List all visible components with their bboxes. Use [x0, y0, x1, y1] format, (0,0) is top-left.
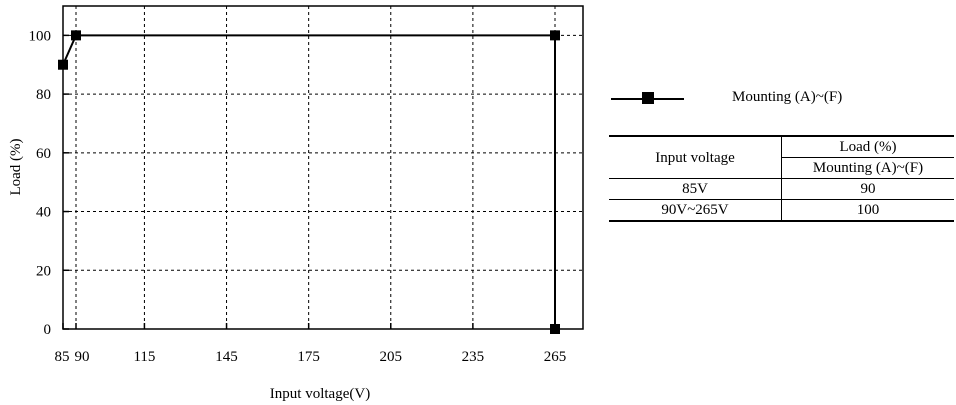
load-chart: 85 90 115 145 175 205 235 265 0 20 40 60 80 100 Inpu… — [8, 5, 584, 402]
table-row: 85V 90 — [609, 178, 954, 200]
x-axis-label: Input voltage(V) — [270, 386, 370, 402]
y-tick-label: 0 — [44, 322, 52, 338]
data-point — [71, 30, 81, 41]
series-line — [62, 34, 556, 329]
y-tick-label: 60 — [36, 146, 51, 162]
table-header-mounting: Mounting (A)~(F) — [781, 157, 954, 179]
x-tick-label: 205 — [380, 349, 403, 365]
y-tick-label: 100 — [29, 28, 52, 44]
x-tick-labels: 85 90 115 145 175 205 235 265 — [55, 349, 567, 365]
chart-legend: Mounting (A)~(F) — [608, 86, 908, 112]
x-tick-label: 85 — [55, 349, 70, 365]
data-point — [550, 30, 560, 41]
x-tick-label: 175 — [297, 349, 320, 365]
x-tick-label: 90 — [75, 349, 90, 365]
x-tick-label: 235 — [462, 349, 485, 365]
y-tick-label: 20 — [36, 263, 51, 279]
y-tick-label: 40 — [36, 205, 51, 221]
y-axis-label: Load (%) — [8, 138, 24, 195]
table-header-input-voltage: Input voltage — [609, 135, 782, 179]
table-cell-load: 90 — [781, 178, 954, 200]
table-cell-voltage: 85V — [609, 178, 782, 200]
table-header-load: Load (%) — [781, 135, 954, 158]
legend-label: Mounting (A)~(F) — [732, 89, 843, 105]
x-tick-label: 145 — [215, 349, 238, 365]
x-tick-label: 115 — [133, 349, 155, 365]
grid-lines — [63, 6, 583, 329]
y-tick-label: 80 — [36, 87, 51, 103]
x-tick-label: 265 — [544, 349, 567, 365]
load-table: Input voltage Load (%) Mounting (A)~(F) … — [609, 135, 954, 222]
table-cell-voltage: 90V~265V — [609, 199, 782, 222]
plot-frame — [62, 5, 584, 330]
table-row: 90V~265V 100 — [609, 199, 954, 222]
table-cell-load: 100 — [781, 199, 954, 222]
legend-square-marker — [642, 92, 654, 104]
y-tick-labels: 0 20 40 60 80 100 — [29, 28, 52, 338]
